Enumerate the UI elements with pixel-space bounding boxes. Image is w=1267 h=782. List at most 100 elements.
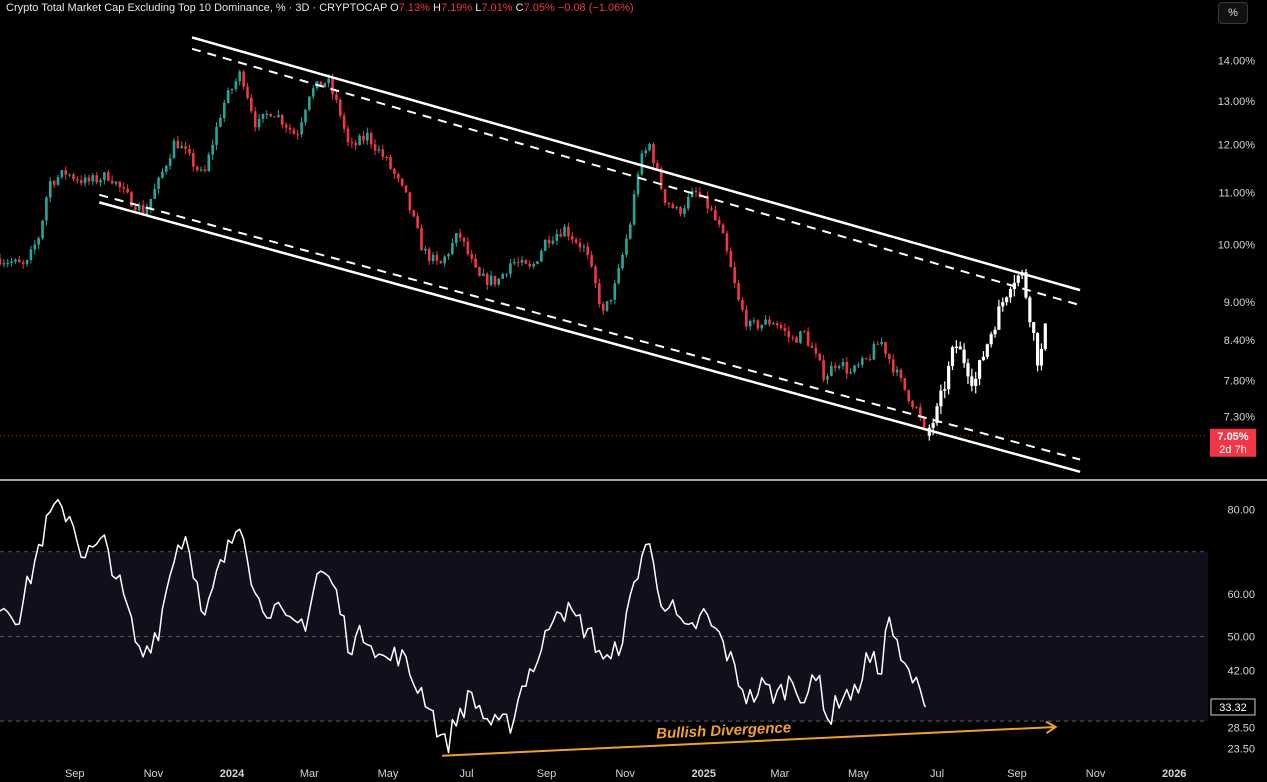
candle-body [656, 163, 659, 169]
channel-upper-line[interactable] [191, 36, 1081, 292]
candle-body [68, 174, 71, 176]
candle-body [737, 283, 740, 300]
channel-upper-dashed-line[interactable] [191, 47, 1081, 307]
candle-body [822, 360, 825, 380]
candle-body [118, 181, 122, 188]
candle-body [884, 342, 887, 354]
candle-body [466, 241, 470, 255]
candle-body [257, 118, 261, 128]
close-label: C [515, 2, 524, 14]
candle-body [779, 325, 783, 328]
current-price-label: 7.05% [1217, 431, 1248, 443]
candle-body [396, 174, 400, 179]
candle-body [103, 172, 106, 181]
candle-body [609, 299, 613, 302]
projection-candle-body [931, 422, 935, 428]
close-value: 7.05% [523, 2, 555, 14]
price-axis-tick: 9.00% [1224, 297, 1255, 309]
candle-body [76, 179, 79, 181]
rsi-axis-tick: 80.00 [1227, 504, 1255, 516]
candle-body [462, 237, 466, 242]
candle-body [795, 337, 798, 343]
candle-body [516, 262, 520, 264]
candle-body [752, 320, 756, 322]
projection-candle-body [1039, 348, 1044, 366]
candle-body [172, 140, 176, 159]
projection-candle-body [997, 306, 1001, 330]
candle-body [176, 140, 180, 149]
candle-body [907, 390, 910, 402]
candle-body [683, 208, 686, 215]
candle-body [772, 323, 775, 325]
candle-body [346, 128, 350, 143]
candle-body [342, 115, 346, 129]
candle-body [451, 242, 454, 255]
channel-lower-line[interactable] [98, 201, 1081, 474]
candle-body [153, 188, 156, 199]
candle-body [547, 239, 551, 244]
projection-candle-body [958, 346, 962, 350]
candle-body [431, 254, 435, 261]
candle-body [760, 324, 764, 329]
divergence-arrow-line[interactable] [442, 725, 1056, 757]
candle-body [830, 365, 833, 377]
candle-body [574, 239, 578, 243]
candle-body [192, 153, 195, 167]
percent-scale-button[interactable]: % [1218, 2, 1248, 24]
candle-body [389, 157, 392, 169]
candle-body [106, 172, 110, 181]
candle-body [207, 154, 211, 172]
rsi-value-label: 33.32 [1219, 702, 1247, 714]
candle-body [134, 206, 137, 211]
projection-candle-body [1028, 297, 1032, 323]
rsi-axis-tick: 50.00 [1227, 631, 1255, 643]
projection-candle-body [927, 427, 931, 436]
candle-body [578, 242, 582, 248]
candle-body [114, 181, 118, 184]
candle-body [2, 263, 6, 265]
candle-body [29, 249, 33, 261]
candle-body [308, 96, 311, 110]
candle-body [489, 275, 493, 285]
time-axis-tick: Nov [615, 768, 635, 780]
candle-body [219, 117, 222, 127]
projection-candle-body [1024, 272, 1028, 298]
candle-body [671, 204, 675, 209]
projection-candle-body [950, 347, 955, 367]
candle-body [536, 261, 539, 264]
candle-body [110, 180, 114, 184]
candle-body [95, 175, 98, 183]
projection-candle-body [1016, 275, 1020, 283]
candle-body [280, 114, 284, 125]
candle-body [806, 331, 810, 346]
candle-body [180, 146, 184, 149]
rsi-line[interactable] [0, 498, 927, 754]
candle-body [872, 343, 876, 360]
candle-body [238, 71, 242, 82]
candle-body [845, 361, 849, 374]
time-axis-tick: Mar [770, 768, 789, 780]
candle-body [632, 194, 636, 225]
candle-body [826, 376, 829, 380]
candle-body [648, 143, 651, 151]
candle-body [184, 146, 187, 149]
candle-body [849, 372, 852, 374]
candle-body [570, 236, 574, 240]
candle-body [841, 361, 845, 367]
divergence-label: Bullish Divergence [656, 719, 792, 742]
candle-body [721, 224, 725, 234]
candle-body [787, 330, 791, 338]
candle-body [478, 267, 481, 276]
candle-body [385, 156, 388, 158]
open-label: O [390, 2, 399, 14]
candle-body [706, 196, 709, 209]
projection-candle-body [966, 363, 970, 377]
time-axis-tick: Nov [1086, 768, 1106, 780]
time-axis-tick: May [378, 768, 399, 780]
candle-body [482, 273, 485, 276]
candle-body [52, 181, 56, 185]
candle-body [25, 260, 29, 264]
candle-body [756, 320, 760, 329]
candle-body [876, 343, 880, 345]
